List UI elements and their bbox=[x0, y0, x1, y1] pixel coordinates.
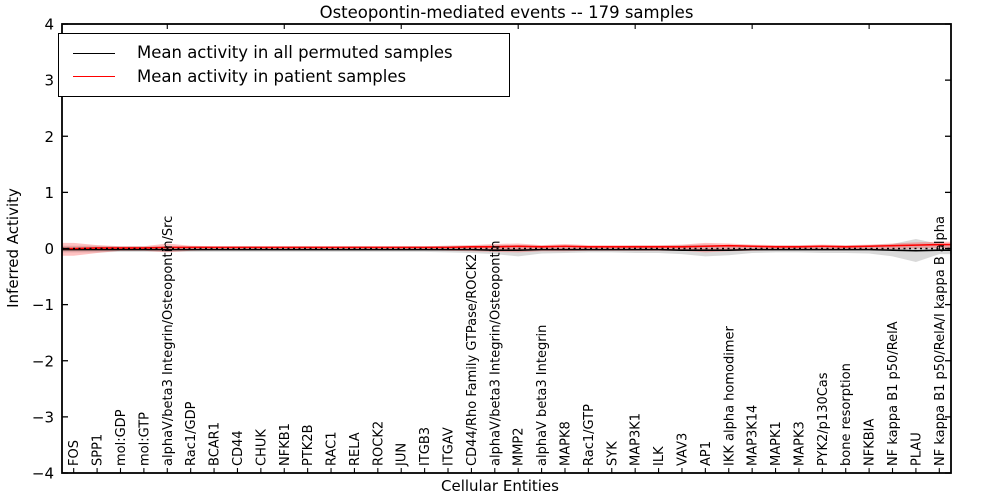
legend-red-line-icon bbox=[73, 76, 115, 78]
x-tick-label: mol:GDP bbox=[114, 409, 129, 466]
x-tick-label: RELA bbox=[348, 432, 363, 466]
x-tick-label: bone resorption bbox=[839, 363, 854, 466]
x-tick-label: CD44 bbox=[231, 430, 246, 466]
x-tick-label: ITGB3 bbox=[418, 427, 433, 466]
x-tick-label: PTK2B bbox=[301, 425, 316, 467]
x-tick-label: PYK2/p130Cas bbox=[816, 372, 831, 466]
legend-item-patient: Mean activity in patient samples bbox=[59, 66, 509, 86]
y-tick-label: −3 bbox=[32, 408, 54, 426]
x-tick-label: MAP3K14 bbox=[746, 405, 761, 466]
y-tick-label: −1 bbox=[32, 296, 54, 314]
x-axis-label: Cellular Entities bbox=[441, 477, 559, 495]
x-tick-label: IKK alpha homodimer bbox=[722, 325, 737, 466]
x-tick-label: MAP3K1 bbox=[629, 413, 644, 466]
legend-black-line-icon bbox=[73, 52, 115, 54]
x-tick-label: MAPK3 bbox=[792, 421, 807, 466]
x-tick-label: SPP1 bbox=[91, 434, 106, 466]
y-tick-label: 1 bbox=[44, 184, 54, 202]
y-tick-label: −4 bbox=[32, 465, 54, 483]
chart-title: Osteopontin-mediated events -- 179 sampl… bbox=[319, 3, 694, 22]
x-tick-label: NFKB1 bbox=[278, 423, 293, 466]
x-tick-label: MAPK8 bbox=[558, 421, 573, 466]
y-tick-label: −2 bbox=[32, 352, 54, 370]
x-tick-label: ILK bbox=[652, 446, 667, 466]
x-tick-label: CD44/Rho Family GTPase/ROCK2 bbox=[465, 254, 480, 466]
x-tick-label: VAV3 bbox=[675, 433, 690, 466]
x-tick-label: Rac1/GDP bbox=[184, 401, 199, 466]
series-line-1 bbox=[62, 243, 951, 250]
legend: Mean activity in all permuted samples Me… bbox=[58, 33, 510, 97]
x-tick-label: JUN bbox=[395, 443, 410, 467]
y-tick-label: 2 bbox=[44, 128, 54, 146]
y-tick-label: 4 bbox=[44, 16, 54, 34]
x-tick-label: MAPK1 bbox=[769, 421, 784, 466]
x-tick-label: mol:GTP bbox=[137, 412, 152, 466]
x-tick-label: MMP2 bbox=[512, 427, 527, 466]
y-tick-label: 0 bbox=[44, 240, 54, 258]
x-tick-label: SYK bbox=[605, 441, 620, 466]
legend-label-permuted: Mean activity in all permuted samples bbox=[137, 43, 453, 62]
x-tick-label: Rac1/GTP bbox=[582, 404, 597, 466]
x-tick-label: NF kappa B1 p50/RelA bbox=[886, 321, 901, 466]
legend-item-permuted: Mean activity in all permuted samples bbox=[59, 43, 509, 62]
x-tick-label: BCAR1 bbox=[208, 422, 223, 466]
x-tick-label: CHUK bbox=[254, 429, 269, 466]
x-tick-label: ITGAV bbox=[442, 427, 457, 466]
x-tick-label: NFKBIA bbox=[863, 419, 878, 466]
x-tick-label: alphaV beta3 Integrin bbox=[535, 325, 550, 466]
legend-label-patient: Mean activity in patient samples bbox=[137, 66, 407, 86]
x-tick-label: alphaV/beta3 Integrin/Osteopontin/Src bbox=[161, 216, 176, 466]
x-tick-label: RAC1 bbox=[325, 431, 340, 466]
y-tick-label: 3 bbox=[44, 72, 54, 90]
x-tick-label: AP1 bbox=[699, 441, 714, 466]
x-tick-label: FOS bbox=[67, 440, 82, 466]
x-tick-label: PLAU bbox=[909, 432, 924, 466]
series-line-0 bbox=[62, 248, 951, 252]
x-tick-label: ROCK2 bbox=[371, 421, 386, 466]
x-tick-label: alphaV/beta3 Integrin/Osteopontin bbox=[488, 241, 503, 466]
x-tick-label: NF kappa B1 p50/RelA/I kappa B alpha bbox=[933, 216, 948, 466]
